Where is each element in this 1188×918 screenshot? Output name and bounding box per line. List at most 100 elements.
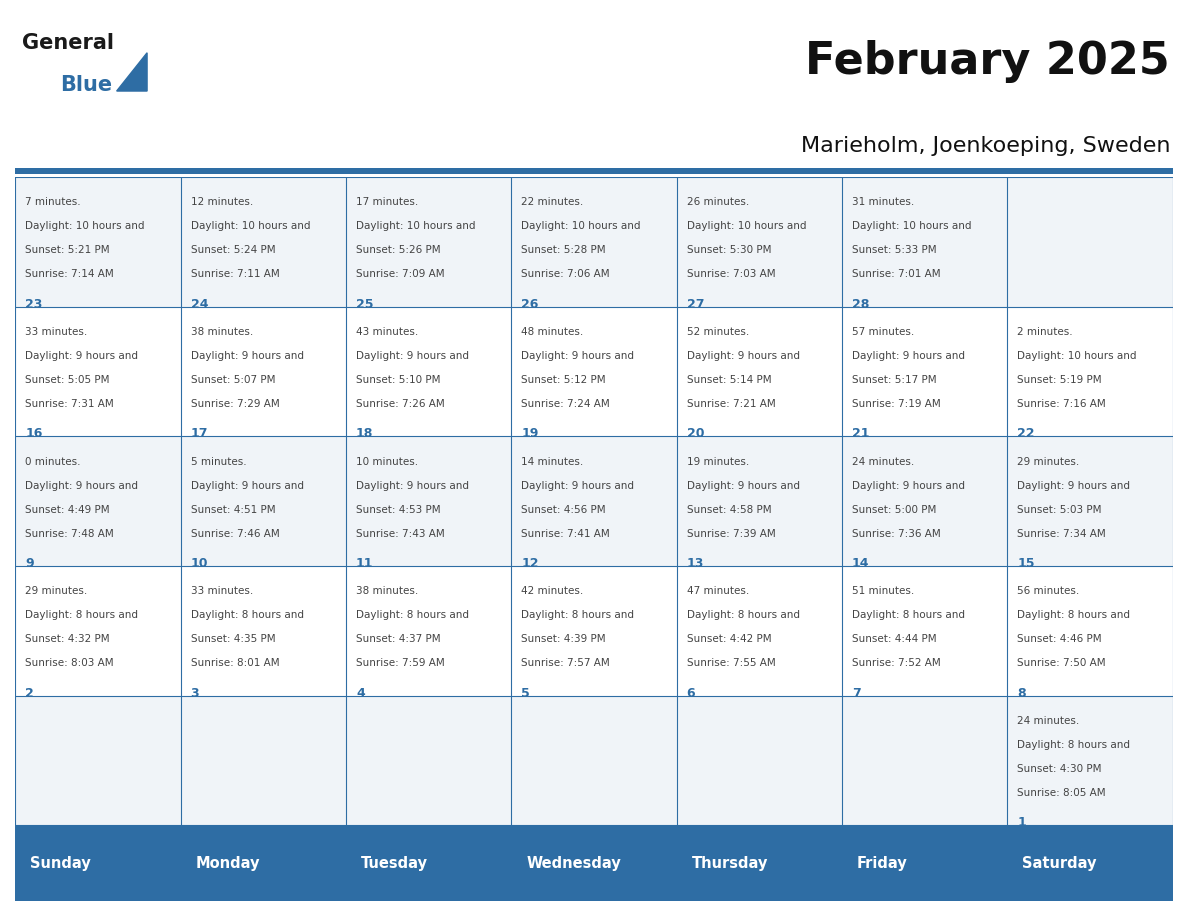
Text: Sunset: 5:00 PM: Sunset: 5:00 PM [852, 505, 936, 515]
Text: Sunrise: 7:06 AM: Sunrise: 7:06 AM [522, 269, 609, 279]
Text: Daylight: 8 hours and: Daylight: 8 hours and [1017, 610, 1130, 621]
Text: Sunset: 4:32 PM: Sunset: 4:32 PM [25, 634, 110, 644]
Text: Sunrise: 7:34 AM: Sunrise: 7:34 AM [1017, 529, 1106, 539]
Text: 33 minutes.: 33 minutes. [190, 587, 253, 596]
Text: 17 minutes.: 17 minutes. [356, 197, 418, 207]
Text: 27: 27 [687, 297, 704, 311]
Text: 43 minutes.: 43 minutes. [356, 327, 418, 337]
Text: 5: 5 [522, 687, 530, 700]
Text: Sunrise: 7:43 AM: Sunrise: 7:43 AM [356, 529, 444, 539]
Text: Sunrise: 7:14 AM: Sunrise: 7:14 AM [25, 269, 114, 279]
Text: Sunset: 5:33 PM: Sunset: 5:33 PM [852, 245, 936, 255]
Text: Sunrise: 8:01 AM: Sunrise: 8:01 AM [190, 658, 279, 668]
Text: 29 minutes.: 29 minutes. [1017, 456, 1080, 466]
Text: 52 minutes.: 52 minutes. [687, 327, 748, 337]
Text: Sunrise: 7:52 AM: Sunrise: 7:52 AM [852, 658, 941, 668]
Text: Sunrise: 7:59 AM: Sunrise: 7:59 AM [356, 658, 444, 668]
Text: 15: 15 [1017, 557, 1035, 570]
Text: Daylight: 8 hours and: Daylight: 8 hours and [356, 610, 469, 621]
Text: Sunrise: 7:26 AM: Sunrise: 7:26 AM [356, 399, 444, 409]
Text: Sunrise: 7:21 AM: Sunrise: 7:21 AM [687, 399, 776, 409]
Text: Daylight: 9 hours and: Daylight: 9 hours and [356, 351, 469, 361]
Text: 6: 6 [687, 687, 695, 700]
Bar [15, 825, 1173, 901]
Text: Sunset: 5:03 PM: Sunset: 5:03 PM [1017, 505, 1101, 515]
Text: Marieholm, Joenkoeping, Sweden: Marieholm, Joenkoeping, Sweden [801, 136, 1170, 156]
Text: Sunset: 4:51 PM: Sunset: 4:51 PM [190, 505, 276, 515]
Text: Daylight: 10 hours and: Daylight: 10 hours and [1017, 351, 1137, 361]
Text: Daylight: 8 hours and: Daylight: 8 hours and [522, 610, 634, 621]
Text: 2: 2 [25, 687, 34, 700]
Text: Daylight: 9 hours and: Daylight: 9 hours and [190, 480, 304, 490]
Text: Daylight: 9 hours and: Daylight: 9 hours and [687, 480, 800, 490]
Text: Sunrise: 7:57 AM: Sunrise: 7:57 AM [522, 658, 609, 668]
Text: Sunrise: 7:55 AM: Sunrise: 7:55 AM [687, 658, 776, 668]
Text: Daylight: 8 hours and: Daylight: 8 hours and [25, 610, 138, 621]
Text: Sunset: 5:10 PM: Sunset: 5:10 PM [356, 375, 441, 385]
Text: Sunrise: 7:11 AM: Sunrise: 7:11 AM [190, 269, 279, 279]
Text: 5 minutes.: 5 minutes. [190, 456, 246, 466]
Text: 21: 21 [852, 428, 870, 441]
Text: Sunset: 5:30 PM: Sunset: 5:30 PM [687, 245, 771, 255]
Text: 18: 18 [356, 428, 373, 441]
Text: 57 minutes.: 57 minutes. [852, 327, 914, 337]
Text: 8: 8 [1017, 687, 1025, 700]
Text: Daylight: 10 hours and: Daylight: 10 hours and [190, 221, 310, 231]
Text: Sunrise: 7:19 AM: Sunrise: 7:19 AM [852, 399, 941, 409]
Text: 13: 13 [687, 557, 704, 570]
Text: Sunset: 5:26 PM: Sunset: 5:26 PM [356, 245, 441, 255]
Text: Daylight: 8 hours and: Daylight: 8 hours and [1017, 740, 1130, 750]
Text: Daylight: 10 hours and: Daylight: 10 hours and [522, 221, 640, 231]
Text: Blue: Blue [59, 75, 112, 95]
Text: 48 minutes.: 48 minutes. [522, 327, 583, 337]
Text: Tuesday: Tuesday [361, 856, 428, 871]
Text: Sunrise: 7:39 AM: Sunrise: 7:39 AM [687, 529, 776, 539]
Text: Sunset: 4:56 PM: Sunset: 4:56 PM [522, 505, 606, 515]
Text: Sunday: Sunday [31, 856, 91, 871]
Text: Sunset: 4:42 PM: Sunset: 4:42 PM [687, 634, 771, 644]
Text: Sunset: 4:30 PM: Sunset: 4:30 PM [1017, 764, 1101, 774]
Text: 19: 19 [522, 428, 538, 441]
Text: Daylight: 9 hours and: Daylight: 9 hours and [190, 351, 304, 361]
Text: Daylight: 10 hours and: Daylight: 10 hours and [687, 221, 807, 231]
Text: 28: 28 [852, 297, 870, 311]
Text: 29 minutes.: 29 minutes. [25, 587, 88, 596]
Text: Sunrise: 7:09 AM: Sunrise: 7:09 AM [356, 269, 444, 279]
Text: Sunset: 4:39 PM: Sunset: 4:39 PM [522, 634, 606, 644]
Text: 25: 25 [356, 297, 373, 311]
Text: 16: 16 [25, 428, 43, 441]
Text: Sunset: 5:19 PM: Sunset: 5:19 PM [1017, 375, 1101, 385]
Text: Sunrise: 7:48 AM: Sunrise: 7:48 AM [25, 529, 114, 539]
Text: 22 minutes.: 22 minutes. [522, 197, 583, 207]
Text: 4: 4 [356, 687, 365, 700]
Text: 51 minutes.: 51 minutes. [852, 587, 914, 596]
Text: Sunrise: 8:03 AM: Sunrise: 8:03 AM [25, 658, 114, 668]
Bar [15, 436, 1173, 566]
Text: 38 minutes.: 38 minutes. [356, 587, 418, 596]
Text: 23: 23 [25, 297, 43, 311]
Text: 31 minutes.: 31 minutes. [852, 197, 914, 207]
Text: Sunset: 4:35 PM: Sunset: 4:35 PM [190, 634, 276, 644]
Bar [15, 177, 1173, 307]
Text: Daylight: 9 hours and: Daylight: 9 hours and [852, 351, 965, 361]
Text: Sunset: 5:14 PM: Sunset: 5:14 PM [687, 375, 771, 385]
Text: Daylight: 9 hours and: Daylight: 9 hours and [687, 351, 800, 361]
Text: Thursday: Thursday [691, 856, 767, 871]
Text: Daylight: 9 hours and: Daylight: 9 hours and [1017, 480, 1130, 490]
Text: 24 minutes.: 24 minutes. [1017, 716, 1080, 726]
Text: Sunrise: 7:31 AM: Sunrise: 7:31 AM [25, 399, 114, 409]
Text: General: General [21, 33, 114, 52]
Text: Sunset: 4:46 PM: Sunset: 4:46 PM [1017, 634, 1101, 644]
Text: Daylight: 10 hours and: Daylight: 10 hours and [25, 221, 145, 231]
Bar [15, 566, 1173, 696]
Text: 38 minutes.: 38 minutes. [190, 327, 253, 337]
Text: Daylight: 10 hours and: Daylight: 10 hours and [852, 221, 972, 231]
Polygon shape [116, 52, 147, 91]
Text: 1: 1 [1017, 816, 1026, 829]
Text: 14 minutes.: 14 minutes. [522, 456, 583, 466]
Text: Daylight: 8 hours and: Daylight: 8 hours and [687, 610, 800, 621]
Text: Sunrise: 8:05 AM: Sunrise: 8:05 AM [1017, 788, 1106, 798]
Text: 24: 24 [190, 297, 208, 311]
Text: Monday: Monday [196, 856, 260, 871]
Text: 22: 22 [1017, 428, 1035, 441]
